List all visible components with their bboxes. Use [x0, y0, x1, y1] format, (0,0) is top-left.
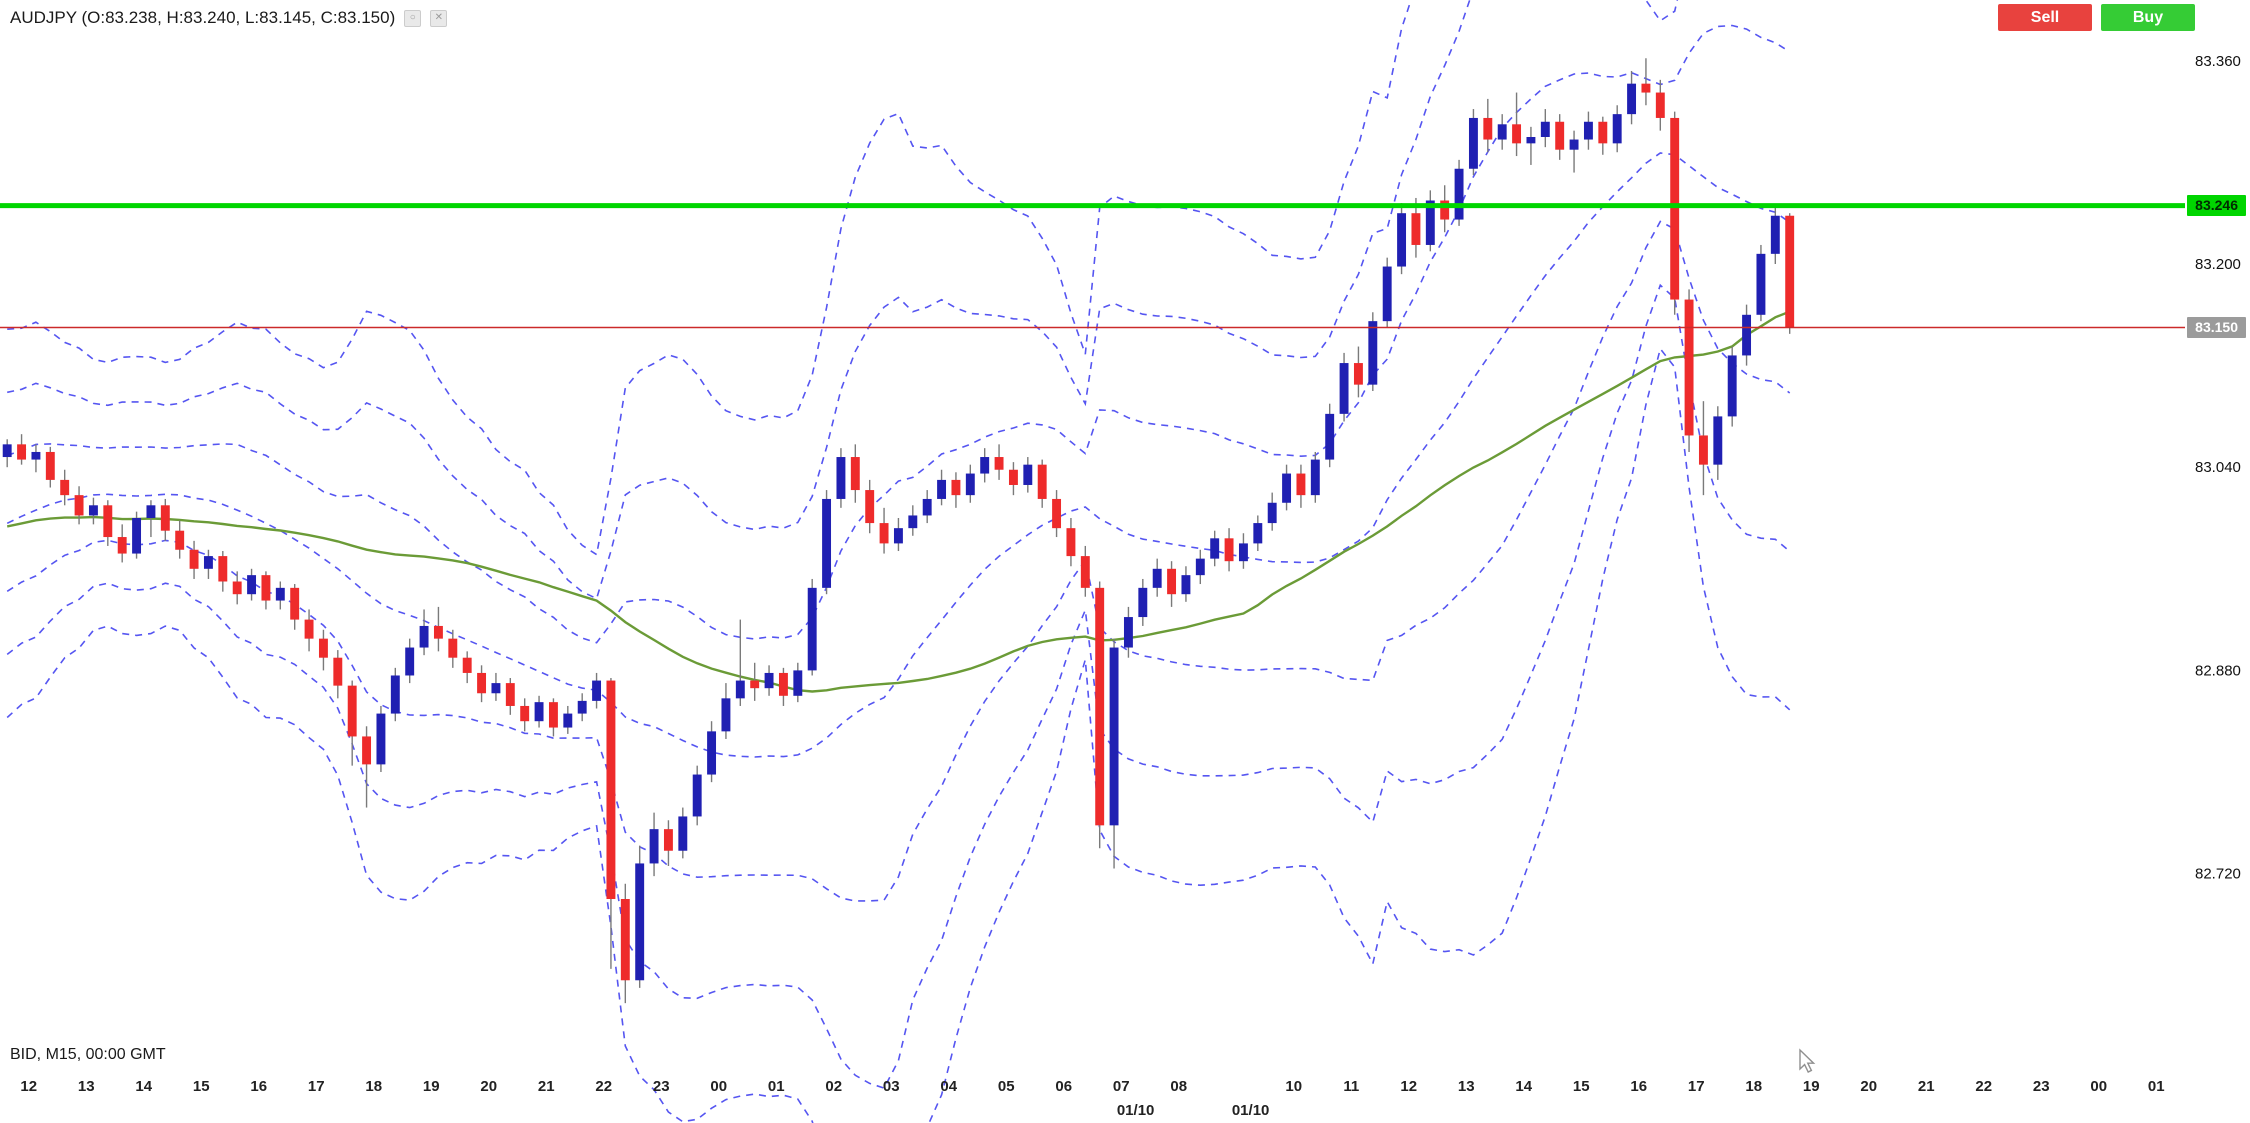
circle-icon[interactable]: ○: [404, 9, 422, 27]
svg-text:20: 20: [1860, 1078, 1877, 1095]
svg-text:83.200: 83.200: [2195, 256, 2241, 273]
svg-text:04: 04: [940, 1078, 957, 1095]
chart-info-label: BID, M15, 00:00 GMT: [10, 1046, 166, 1063]
svg-text:21: 21: [538, 1078, 555, 1095]
svg-text:23: 23: [2033, 1078, 2050, 1095]
svg-text:16: 16: [1630, 1078, 1647, 1095]
svg-text:22: 22: [1975, 1078, 1992, 1095]
svg-text:03: 03: [883, 1078, 900, 1095]
svg-text:82.880: 82.880: [2195, 662, 2241, 679]
candles-layer: [2, 58, 1795, 1004]
svg-text:22: 22: [595, 1078, 612, 1095]
svg-text:14: 14: [1515, 1078, 1532, 1095]
buy-button[interactable]: Buy: [2101, 4, 2195, 31]
symbol-ohlc-readout: AUDJPY (O:83.238, H:83.240, L:83.145, C:…: [10, 8, 396, 27]
svg-text:10: 10: [1285, 1078, 1302, 1095]
chart-header: AUDJPY (O:83.238, H:83.240, L:83.145, C:…: [10, 8, 448, 28]
svg-text:05: 05: [998, 1078, 1015, 1095]
svg-text:19: 19: [1803, 1078, 1820, 1095]
svg-text:16: 16: [250, 1078, 267, 1095]
price-level-badge[interactable]: 83.246: [2187, 195, 2246, 217]
svg-text:01: 01: [2148, 1078, 2165, 1095]
svg-text:12: 12: [20, 1078, 37, 1095]
moving-average-line: [6, 310, 1791, 693]
price-axis: 83.360 83.200 83.040 82.880 82.720: [2195, 53, 2241, 883]
svg-text:08: 08: [1170, 1078, 1187, 1095]
sell-button[interactable]: Sell: [1998, 4, 2092, 31]
svg-text:19: 19: [423, 1078, 440, 1095]
svg-text:18: 18: [1745, 1078, 1762, 1095]
svg-text:11: 11: [1343, 1078, 1359, 1095]
trade-buttons: Sell Buy: [1998, 4, 2195, 31]
svg-text:01/10: 01/10: [1117, 1102, 1155, 1119]
svg-text:02: 02: [825, 1078, 842, 1095]
time-axis: 12 13 14 15 16 17 18 19 20 21 22 23 00 01 02 03 04 05 06 07…: [20, 1078, 2164, 1119]
svg-text:83.360: 83.360: [2195, 53, 2241, 70]
svg-text:01: 01: [768, 1078, 785, 1095]
svg-text:21: 21: [1918, 1078, 1935, 1095]
svg-text:83.040: 83.040: [2195, 459, 2241, 476]
svg-text:20: 20: [480, 1078, 497, 1095]
svg-text:82.720: 82.720: [2195, 866, 2241, 883]
svg-text:14: 14: [135, 1078, 152, 1095]
svg-text:01/10: 01/10: [1232, 1102, 1270, 1119]
level-lines[interactable]: [0, 203, 2185, 329]
svg-text:18: 18: [365, 1078, 382, 1095]
svg-text:13: 13: [78, 1078, 95, 1095]
svg-text:15: 15: [1573, 1078, 1590, 1095]
svg-text:00: 00: [2090, 1078, 2107, 1095]
svg-text:13: 13: [1458, 1078, 1475, 1095]
svg-text:17: 17: [1688, 1078, 1705, 1095]
svg-text:23: 23: [653, 1078, 670, 1095]
svg-text:00: 00: [710, 1078, 727, 1095]
bands-layer: [6, 0, 1791, 1123]
svg-text:17: 17: [308, 1078, 325, 1095]
close-icon[interactable]: ✕: [430, 9, 448, 27]
current-price-badge[interactable]: 83.150: [2187, 317, 2246, 338]
cursor-icon: [1799, 1048, 1816, 1073]
svg-text:07: 07: [1113, 1078, 1130, 1095]
svg-text:06: 06: [1055, 1078, 1072, 1095]
svg-text:15: 15: [193, 1078, 210, 1095]
svg-text:12: 12: [1400, 1078, 1417, 1095]
